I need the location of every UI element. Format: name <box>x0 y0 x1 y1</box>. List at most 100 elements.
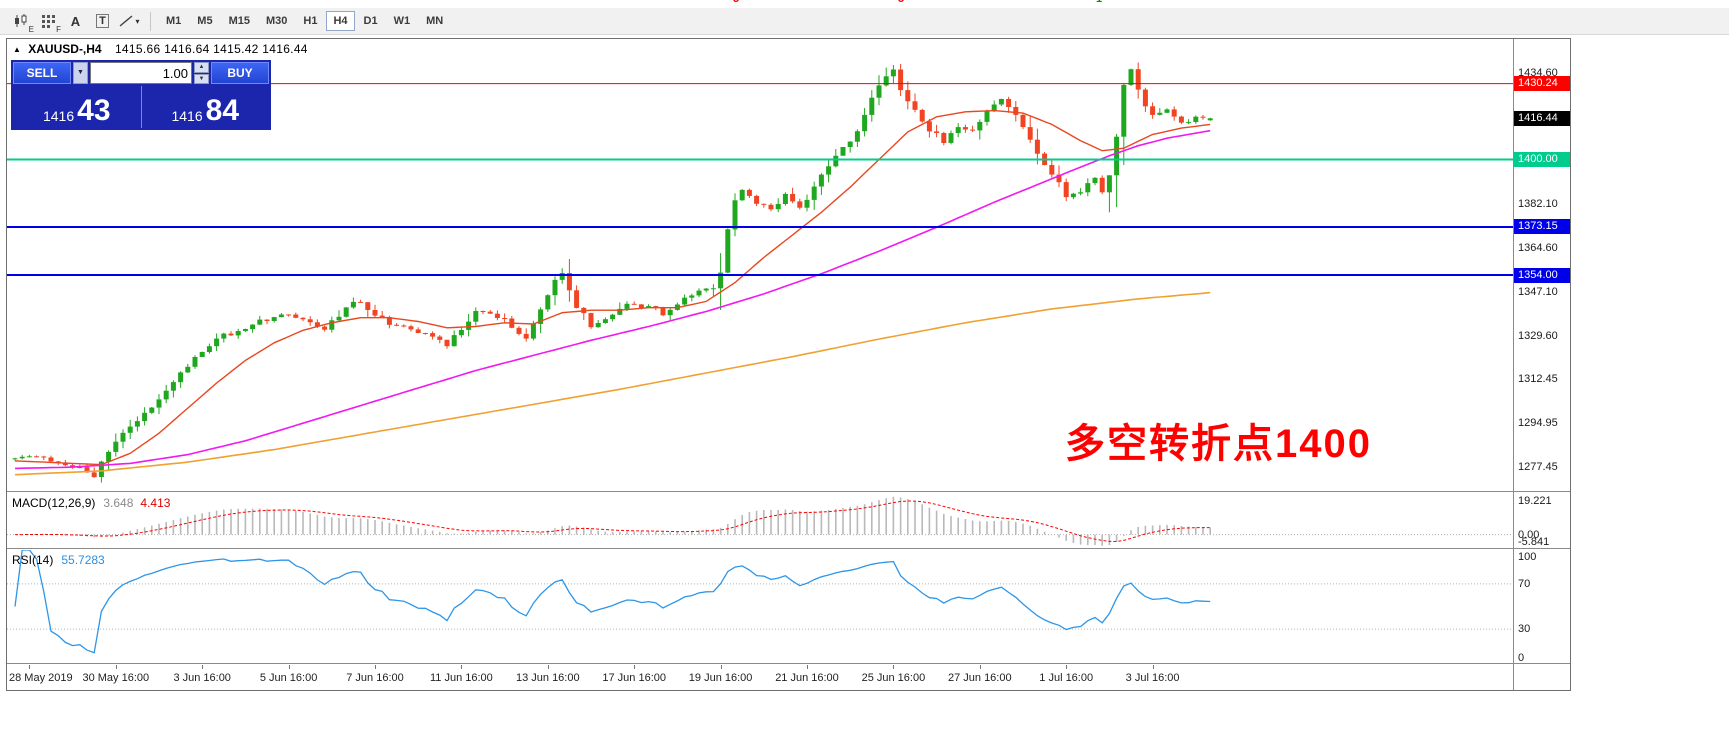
time-tick <box>1152 665 1154 669</box>
toolbar-separator <box>150 11 151 31</box>
trade-prices-row: 1416 43 1416 84 <box>13 86 269 128</box>
price-tick: 0.00 <box>1518 528 1540 541</box>
volume-spinner-up-icon[interactable]: ▲ <box>194 62 209 73</box>
macd-name: MACD(12,26,9) <box>12 496 96 510</box>
timeframe-m5-button[interactable]: M5 <box>190 11 219 31</box>
price-scale-separator <box>1513 39 1514 690</box>
price-line-label: 1416.44 <box>1514 110 1570 126</box>
annotation-text: 多空转折点1400 <box>1065 422 1372 466</box>
badge-e: E <box>28 24 34 34</box>
price-tick: 1382.10 <box>1518 198 1558 211</box>
time-tick <box>115 665 117 669</box>
pane-divider[interactable] <box>7 663 1570 664</box>
macd-main-value: 3.648 <box>103 496 134 510</box>
badge-f: F <box>56 24 61 34</box>
time-tick <box>547 665 549 669</box>
price-scale[interactable]: 1434.60 1382.10 1364.60 1347.10 1329.60 1312.… <box>1514 39 1570 690</box>
indicator-grid-icon[interactable]: F <box>35 10 62 34</box>
time-label: 30 May 16:00 <box>82 672 150 684</box>
time-tick <box>1066 665 1068 669</box>
text-label-tool-icon[interactable]: A <box>62 10 89 33</box>
volume-spinner: ▲ ▼ <box>194 62 209 84</box>
sell-price-display[interactable]: 1416 43 <box>13 86 142 128</box>
time-tick <box>720 665 722 669</box>
time-label: 17 Jun 16:00 <box>602 672 666 684</box>
sell-button[interactable]: SELL <box>13 62 71 84</box>
timeframe-m1-button[interactable]: M1 <box>159 11 188 31</box>
clipped-text-fragment: 1 <box>1096 0 1102 5</box>
timeframe-m15-button[interactable]: M15 <box>222 11 257 31</box>
price-tick: 19.221 <box>1518 495 1552 507</box>
time-tick <box>29 665 31 669</box>
price-line-label: 1430.24 <box>1514 76 1570 92</box>
macd-signal-value: 4.413 <box>140 496 171 510</box>
chart-type-icon[interactable]: E <box>8 10 35 34</box>
ohlc-values: 1415.66 1416.64 1415.42 1416.44 <box>114 42 308 56</box>
timeframe-mn-button: MN <box>419 11 450 31</box>
clipped-text-fragment: 5 <box>898 0 904 5</box>
buy-button[interactable]: BUY <box>211 62 269 84</box>
price-tick: 1347.10 <box>1518 286 1558 299</box>
buy-price-display[interactable]: 1416 84 <box>142 86 270 128</box>
price-tick: 1329.60 <box>1518 330 1558 343</box>
time-label: 13 Jun 16:00 <box>515 672 580 684</box>
price-tick: 1277.45 <box>1518 461 1558 474</box>
price-tick: 0 <box>1518 652 1525 664</box>
time-label: 3 Jul 16:00 <box>1125 672 1180 684</box>
volume-spinner-down-icon[interactable]: ▼ <box>194 73 209 84</box>
time-label: 5 Jun 16:00 <box>259 672 318 684</box>
time-tick <box>375 665 376 669</box>
time-tick <box>202 665 204 669</box>
price-tick: 30 <box>1518 623 1531 636</box>
grid-glyph <box>41 14 55 28</box>
toolbar: E F A T ▾ M1 M5 M15 M3 <box>0 8 1729 35</box>
rsi-value: 55.7283 <box>61 553 105 567</box>
time-label: 28 May 2019 <box>9 672 73 684</box>
time-tick <box>461 665 463 669</box>
letter-a-glyph: A <box>70 13 81 29</box>
timeframe-m30-button[interactable]: M30 <box>259 11 294 31</box>
rsi-pane[interactable] <box>7 550 1513 663</box>
time-tick <box>634 665 636 669</box>
timeframe-w1-button[interactable]: W1 <box>387 11 418 31</box>
timeframe-d1-button[interactable]: D1 <box>357 11 385 31</box>
price-line-label: 1400.00 <box>1514 152 1570 168</box>
candlestick-glyph <box>14 14 26 27</box>
time-label: 3 Jun 16:00 <box>173 672 231 684</box>
clipped-text-fragment: 5 <box>733 0 739 5</box>
text-box-tool-icon[interactable]: T <box>89 10 116 33</box>
time-tick <box>288 665 290 669</box>
drawing-tools-icon[interactable]: ▾ <box>116 10 143 33</box>
pane-divider[interactable] <box>7 491 1570 492</box>
letter-t-glyph: T <box>96 14 109 28</box>
macd-pane[interactable] <box>7 493 1513 548</box>
time-axis[interactable]: 28 May 2019 30 May 16:00 3 Jun 16:00 5 Jun … <box>7 665 1513 690</box>
chart-window: 1434.60 1382.10 1364.60 1347.10 1329.60 1312.… <box>6 38 1571 691</box>
collapse-toggle-icon[interactable]: ▲ <box>13 45 21 54</box>
time-label: 21 Jun 16:00 <box>775 672 839 684</box>
timeframe-h1-button[interactable]: H1 <box>296 11 324 31</box>
chart-title: ▲ XAUUSD-,H4 1415.66 1416.64 1415.42 141… <box>13 42 308 56</box>
pane-divider[interactable] <box>7 548 1570 549</box>
main-chart-pane[interactable] <box>7 39 1513 491</box>
volume-input[interactable] <box>90 62 192 84</box>
volume-dropdown-button[interactable]: ▼ <box>73 62 88 84</box>
macd-label: MACD(12,26,9) 3.648 4.413 <box>12 496 170 510</box>
sell-price-big: 43 <box>77 94 111 127</box>
price-tick: 1434.60 <box>1518 66 1558 79</box>
symbol-period-label: XAUUSD-,H4 <box>28 42 102 56</box>
time-tick <box>979 665 981 669</box>
time-tick <box>893 665 895 669</box>
time-tick <box>807 665 808 669</box>
price-tick: 1364.60 <box>1518 242 1558 255</box>
time-label: 27 Jun 16:00 <box>947 672 1012 684</box>
price-tick: 1294.95 <box>1518 417 1558 430</box>
clipped-top-strip: 5 5 1 <box>0 0 1729 8</box>
price-tick: -5.841 <box>1518 536 1550 548</box>
time-label: 19 Jun 16:00 <box>688 672 753 684</box>
time-label: 1 Jul 16:00 <box>1039 672 1094 684</box>
buy-price-big: 84 <box>205 94 240 127</box>
timeframe-h4-button[interactable]: H4 <box>326 11 355 31</box>
caret-down-icon: ▾ <box>135 16 140 26</box>
